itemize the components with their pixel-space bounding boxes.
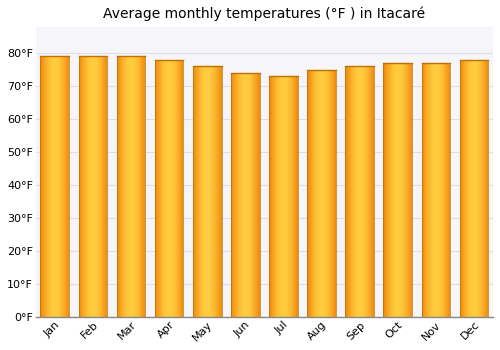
Title: Average monthly temperatures (°F ) in Itacaré: Average monthly temperatures (°F ) in It… xyxy=(104,7,426,21)
